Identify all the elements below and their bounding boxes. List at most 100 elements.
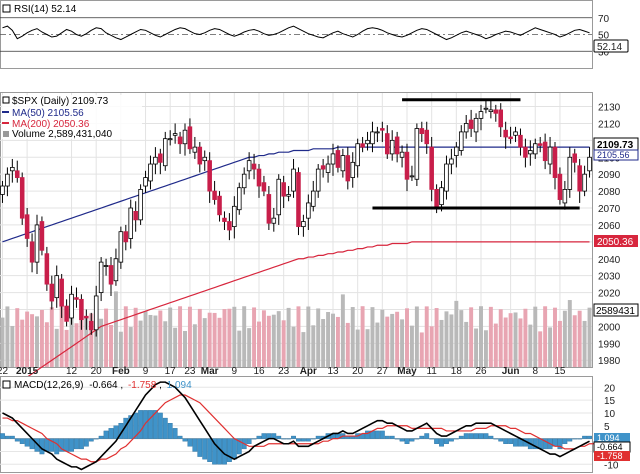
date-label: Mar <box>201 366 219 377</box>
volume-bar <box>217 317 222 367</box>
macd-hist-bar <box>261 433 267 439</box>
macd-pane: 20151050-5-10 MACD(12,26,9) -0.664 , -1.… <box>0 376 631 473</box>
macd-hist-bar <box>414 438 420 440</box>
volume-bar <box>355 329 360 367</box>
date-label: 20 <box>91 366 103 377</box>
macd-hist-bar <box>256 435 262 439</box>
candle-up <box>365 139 370 145</box>
candle-down <box>59 278 64 307</box>
macd-hist-bar <box>54 438 60 455</box>
macd-hist-bar <box>389 435 395 439</box>
volume-bar <box>79 309 84 367</box>
macd-hist-bar <box>409 438 415 442</box>
candle-down <box>39 221 45 251</box>
volume-bar <box>44 322 49 367</box>
candlesticks <box>0 99 592 337</box>
volume-bar <box>202 318 207 367</box>
macd-hist-bar <box>508 438 514 444</box>
date-axis: 22 2015 12 20 Feb 9 17 23 Mar 9 16 23 Apr 13 20 27 May 11… <box>0 366 566 377</box>
volume-bar <box>335 316 340 367</box>
candle-down <box>503 129 508 138</box>
candle-down <box>256 168 262 187</box>
candle-up <box>488 109 494 113</box>
candle-down <box>577 165 582 192</box>
candle-down <box>296 172 301 228</box>
candle-down <box>537 143 543 146</box>
macd-hist-bar <box>444 438 449 444</box>
rsi-tick-70: 70 <box>598 14 610 25</box>
date-label: 8 <box>532 366 538 377</box>
candle-down <box>158 153 163 163</box>
macd-hist-bar <box>463 433 469 439</box>
macd-hist-bar <box>513 438 518 447</box>
candle-up <box>532 143 538 155</box>
ma200-legend-text: MA(200) 2050.36 <box>12 119 90 130</box>
volume-bar <box>548 327 553 367</box>
macd-hist-bar <box>202 438 208 460</box>
volume-bar <box>518 318 523 367</box>
volume-bar <box>533 306 538 367</box>
volume-bar <box>227 308 232 367</box>
volume-bar <box>128 327 133 367</box>
rsi-last-tag-text: 52.14 <box>597 42 622 53</box>
volume-bar <box>513 312 518 367</box>
candle-down <box>572 153 578 163</box>
macd-hist-bar <box>582 435 588 439</box>
macd-hist-bar <box>4 435 10 439</box>
candle-down <box>197 146 203 165</box>
candle-up <box>153 156 158 165</box>
volume-bar <box>25 311 30 367</box>
candle-down <box>266 194 272 224</box>
volume-bar <box>439 319 444 367</box>
volume-bar <box>276 311 281 367</box>
volume-bar <box>311 325 316 367</box>
macd-value-tag: -0.664 <box>597 442 623 452</box>
price-tick-2080: 2080 <box>598 187 621 198</box>
volume-bar <box>153 315 158 367</box>
macd-hist-bar <box>493 438 499 440</box>
macd-hist-bar <box>24 438 30 447</box>
volume-bar <box>321 319 326 367</box>
candle-up <box>315 168 321 192</box>
date-label: 12 <box>66 366 78 377</box>
macd-hist-bar <box>276 435 282 439</box>
candle-up <box>355 143 360 167</box>
volume-bar <box>582 320 587 367</box>
candle-up <box>236 187 242 211</box>
volume-bar <box>444 311 449 367</box>
candle-up <box>375 131 380 134</box>
volume-bar <box>508 313 513 367</box>
macd-histogram <box>0 410 592 465</box>
candle-up <box>567 156 573 190</box>
macd-hist-bar <box>429 438 435 440</box>
macd-hist-bar <box>384 435 390 439</box>
volume-bar <box>414 306 419 367</box>
candle-up <box>409 175 415 178</box>
macd-hist-bar <box>365 430 370 439</box>
candle-down <box>394 136 400 155</box>
candle-down <box>518 134 523 148</box>
candle-up <box>148 163 153 182</box>
volume-bar <box>360 306 365 367</box>
volume-bar <box>252 307 257 367</box>
date-label: 22 <box>0 366 8 377</box>
volume-bar <box>123 306 128 367</box>
volume-bar <box>15 308 20 367</box>
volume-bar <box>498 309 503 367</box>
macd-tick-10: 10 <box>604 409 616 420</box>
volume-bar <box>557 320 562 367</box>
macd-tags: 1.094 -0.664 -1.758 <box>593 433 631 461</box>
candle-up <box>350 161 356 178</box>
price-tick-2030: 2030 <box>598 272 621 283</box>
macd-hist-bar <box>404 438 410 444</box>
macd-hist-bar <box>577 438 583 440</box>
macd-hist-bar <box>453 438 459 440</box>
candle-up <box>399 151 405 158</box>
macd-hist-bar <box>251 438 257 440</box>
candle-up <box>301 221 306 228</box>
macd-hist-bar <box>14 438 20 442</box>
candle-down <box>79 298 84 321</box>
ma200-tag-text: 2050.36 <box>597 237 634 248</box>
macd-hist-bar <box>315 435 321 439</box>
candle-up <box>306 202 311 219</box>
